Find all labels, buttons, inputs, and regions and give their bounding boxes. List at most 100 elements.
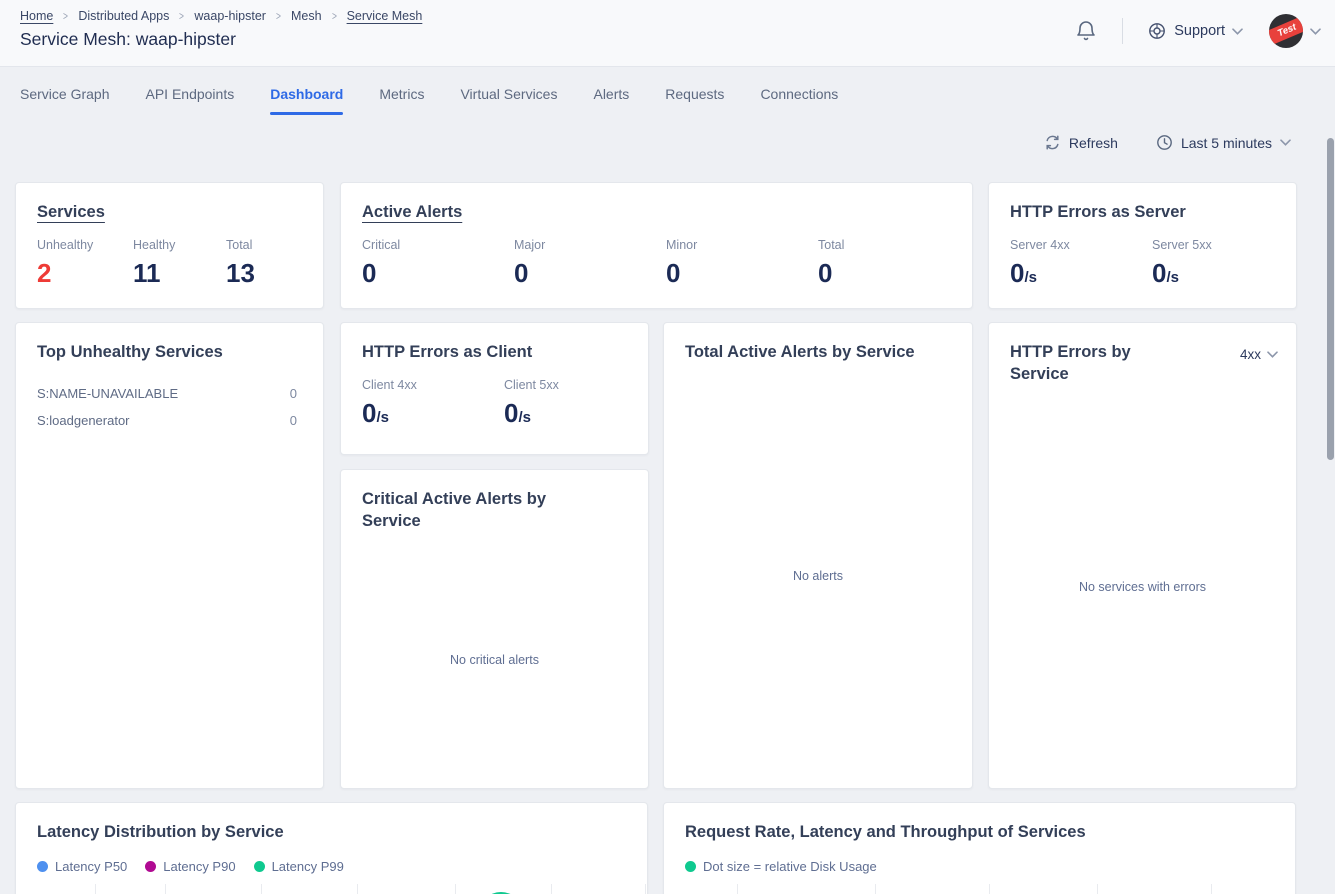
request-rate-chart[interactable] — [664, 884, 1295, 894]
notifications-button[interactable] — [1074, 19, 1098, 43]
tab-virtual-services[interactable]: Virtual Services — [460, 68, 557, 120]
bell-icon — [1074, 19, 1098, 43]
breadcrumb-home[interactable]: Home — [20, 9, 54, 23]
stat-value: 0/s — [504, 398, 531, 428]
tab-label: Virtual Services — [460, 86, 558, 102]
http-errors-client-title: HTTP Errors as Client — [362, 343, 533, 361]
refresh-button[interactable]: Refresh — [1044, 134, 1118, 151]
stat-value: 0 — [818, 258, 833, 288]
refresh-icon — [1044, 134, 1061, 151]
breadcrumb-distributed-apps[interactable]: Distributed Apps — [78, 9, 170, 23]
service-name: S:NAME-UNAVAILABLE — [37, 386, 179, 401]
errors-by-service-title: HTTP Errors by Service — [1010, 343, 1131, 383]
stat-value: 0 — [666, 258, 681, 288]
tab-dashboard[interactable]: Dashboard — [270, 68, 344, 120]
tab-requests[interactable]: Requests — [665, 68, 724, 120]
support-label: Support — [1174, 23, 1225, 39]
server-errors-stats: Server 4xx 0/s Server 5xx 0/s — [989, 238, 1296, 292]
request-rate-card-title: Request Rate, Latency and Throughput of … — [685, 823, 1086, 841]
tab-label: API Endpoints — [145, 86, 235, 102]
breadcrumb: Home > Distributed Apps > waap-hipster >… — [20, 9, 422, 23]
tab-label: Alerts — [593, 86, 630, 102]
tab-metrics[interactable]: Metrics — [379, 68, 424, 120]
stat-alerts-total: Total 0 — [818, 238, 844, 287]
stat-client-4xx: Client 4xx 0/s — [362, 378, 504, 432]
chevron-down-icon — [1232, 27, 1243, 35]
breadcrumb-namespace[interactable]: waap-hipster — [194, 9, 266, 23]
support-lifebuoy-icon — [1147, 21, 1167, 41]
stat-major: Major 0 — [514, 238, 666, 287]
http-errors-by-service-card: HTTP Errors by Service 4xx No services w… — [988, 322, 1297, 789]
avatar-label: Test — [1269, 14, 1303, 48]
list-item[interactable]: S:NAME-UNAVAILABLE 0 — [16, 380, 323, 407]
empty-state-text: No critical alerts — [450, 653, 539, 667]
tab-bar: Service Graph API Endpoints Dashboard Me… — [20, 68, 838, 120]
stat-label: Critical — [362, 238, 401, 252]
header-actions: Support Test — [1074, 0, 1321, 62]
avatar: Test — [1269, 14, 1303, 48]
stat-label: Total — [818, 238, 845, 252]
tab-service-graph[interactable]: Service Graph — [20, 68, 109, 120]
stat-value: 13 — [226, 258, 255, 288]
total-alerts-title: Total Active Alerts by Service — [685, 343, 915, 361]
tab-api-endpoints[interactable]: API Endpoints — [145, 68, 234, 120]
card-header: HTTP Errors by Service 4xx — [989, 323, 1296, 385]
tab-label: Requests — [665, 86, 725, 102]
active-alerts-stats: Critical 0 Major 0 Minor 0 Total 0 — [341, 238, 972, 287]
stat-server-4xx: Server 4xx 0/s — [1010, 238, 1152, 292]
scrollbar[interactable] — [1327, 138, 1334, 460]
legend-label: Dot size = relative Disk Usage — [703, 859, 877, 874]
services-card: Services Unhealthy 2 Healthy 11 Total 13 — [15, 182, 324, 309]
latency-legend: Latency P50 Latency P90 Latency P99 — [16, 859, 647, 874]
service-name: S:loadgenerator — [37, 413, 130, 428]
chevron-down-icon — [1280, 139, 1291, 146]
stat-minor: Minor 0 — [666, 238, 818, 287]
dashboard-toolbar: Refresh Last 5 minutes — [1044, 134, 1291, 151]
stat-label: Client 5xx — [504, 378, 559, 392]
latency-distribution-card: Latency Distribution by Service Latency … — [15, 802, 648, 894]
latency-p99-data-point[interactable] — [479, 892, 523, 894]
stat-label: Healthy — [133, 238, 176, 252]
client-errors-stats: Client 4xx 0/s Client 5xx 0/s — [341, 378, 648, 432]
tab-label: Service Graph — [20, 86, 110, 102]
stat-value: 0 — [362, 258, 377, 288]
stat-label: Server 5xx — [1152, 238, 1212, 252]
total-alerts-card: Total Active Alerts by Service No alerts — [663, 322, 973, 789]
refresh-label: Refresh — [1068, 134, 1118, 151]
critical-alerts-card: Critical Active Alerts by Service No cri… — [340, 469, 649, 789]
stat-total: Total 13 — [226, 238, 255, 287]
account-menu[interactable]: Test — [1269, 14, 1321, 48]
support-menu[interactable]: Support — [1147, 21, 1243, 41]
page-title: Service Mesh: waap-hipster — [20, 29, 236, 49]
unhealthy-services-list: S:NAME-UNAVAILABLE 0 S:loadgenerator 0 — [16, 380, 323, 434]
legend-item-disk-usage: Dot size = relative Disk Usage — [685, 859, 877, 874]
tab-label: Dashboard — [270, 86, 344, 102]
time-range-value: Last 5 minutes — [1180, 134, 1272, 151]
chevron-right-icon: > — [63, 9, 69, 23]
list-item[interactable]: S:loadgenerator 0 — [16, 407, 323, 434]
active-alerts-card: Active Alerts Critical 0 Major 0 Minor 0… — [340, 182, 973, 309]
tab-connections[interactable]: Connections — [760, 68, 838, 120]
stat-label: Client 4xx — [362, 378, 417, 392]
legend-dot-icon — [145, 861, 157, 872]
breadcrumb-mesh[interactable]: Mesh — [291, 9, 322, 23]
legend-item-p99: Latency P99 — [253, 859, 344, 874]
chevron-right-icon: > — [179, 9, 185, 23]
stat-value: 11 — [133, 258, 161, 288]
error-class-filter[interactable]: 4xx — [1240, 347, 1278, 362]
legend-dot-icon — [685, 861, 696, 872]
filter-value: 4xx — [1239, 347, 1261, 362]
request-rate-legend: Dot size = relative Disk Usage — [664, 859, 1295, 874]
stat-value: 0 — [514, 258, 529, 288]
latency-chart[interactable] — [16, 884, 647, 894]
http-errors-client-card: HTTP Errors as Client Client 4xx 0/s Cli… — [340, 322, 649, 455]
breadcrumb-service-mesh[interactable]: Service Mesh — [346, 9, 423, 23]
time-range-select[interactable]: Last 5 minutes — [1156, 134, 1291, 151]
top-header: Home > Distributed Apps > waap-hipster >… — [0, 0, 1335, 67]
services-card-title[interactable]: Services — [37, 203, 105, 221]
stat-label: Server 4xx — [1010, 238, 1070, 252]
active-alerts-card-title[interactable]: Active Alerts — [362, 203, 463, 221]
tab-alerts[interactable]: Alerts — [593, 68, 629, 120]
chevron-down-icon — [1267, 351, 1278, 358]
stat-label: Total — [226, 238, 253, 252]
